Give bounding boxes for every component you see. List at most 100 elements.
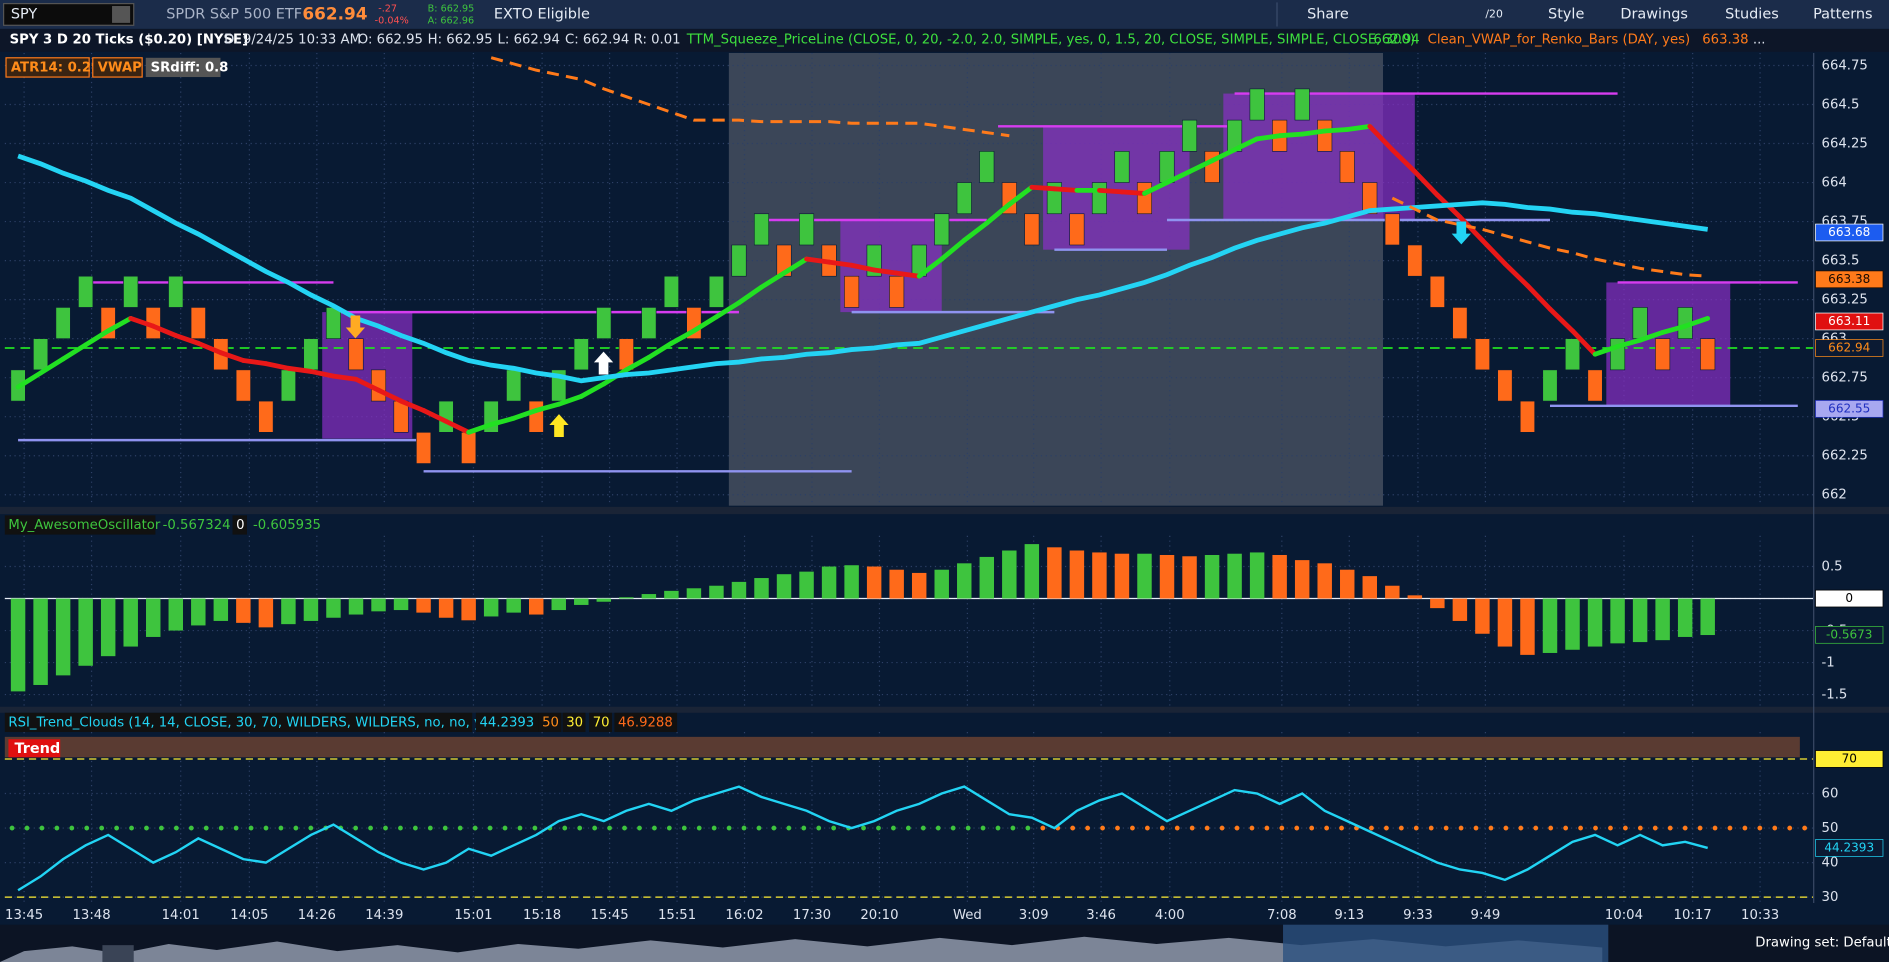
ao-bar bbox=[393, 598, 409, 611]
midline-dot bbox=[129, 825, 134, 831]
ttm-line bbox=[804, 256, 832, 265]
rsi-readout-box bbox=[538, 712, 562, 733]
info-low: L: 662.94 bbox=[498, 33, 560, 48]
midline-dot bbox=[1383, 825, 1389, 831]
ao-bar bbox=[1565, 598, 1580, 650]
style-button[interactable]: Style bbox=[1548, 6, 1584, 22]
y-tick-label: 664.5 bbox=[1822, 97, 1860, 112]
renko-brick bbox=[1249, 88, 1265, 121]
midline-dot bbox=[1174, 825, 1180, 831]
rsi-readout-box bbox=[475, 712, 539, 733]
vwap-badge bbox=[92, 57, 143, 78]
symbol-box[interactable] bbox=[3, 3, 135, 26]
midline-dot bbox=[651, 825, 657, 831]
rsi-readout: 70 bbox=[593, 715, 610, 730]
ao-bar bbox=[1700, 598, 1715, 636]
midline-dot bbox=[9, 825, 15, 831]
ttm-line bbox=[466, 422, 494, 435]
midline-dot bbox=[114, 825, 120, 831]
renko-brick bbox=[123, 275, 139, 308]
renko-brick bbox=[33, 338, 49, 371]
midline-dot bbox=[711, 825, 717, 831]
midline-dot bbox=[39, 825, 45, 831]
midline-dot bbox=[965, 825, 971, 831]
signal-arrow bbox=[345, 315, 366, 339]
ttm-line bbox=[15, 370, 44, 390]
renko-brick bbox=[1294, 88, 1310, 121]
renko-brick bbox=[934, 213, 950, 246]
renko-brick bbox=[1091, 182, 1107, 215]
symbol-dropdown[interactable] bbox=[112, 6, 131, 23]
ao-readout: -0.605935 bbox=[253, 518, 321, 533]
midline-dot bbox=[203, 825, 209, 831]
share-button[interactable]: Share bbox=[1307, 6, 1349, 22]
time-label: 3:46 bbox=[1086, 908, 1116, 923]
ttm-line bbox=[1164, 169, 1192, 185]
midline-dot bbox=[457, 825, 463, 831]
ratio-button[interactable]: /20 bbox=[1485, 7, 1503, 20]
info-high: H: 662.95 bbox=[428, 33, 493, 48]
ttm-line bbox=[1592, 344, 1620, 357]
studies-button[interactable]: Studies bbox=[1725, 6, 1779, 22]
y-tick-label: 60 bbox=[1822, 787, 1839, 802]
midline-dot bbox=[1070, 825, 1076, 831]
midline-dot bbox=[69, 825, 75, 831]
ask: A: 662.96 bbox=[428, 15, 474, 26]
midline-dot bbox=[1533, 825, 1539, 831]
renko-brick bbox=[325, 307, 341, 339]
renko-brick bbox=[506, 369, 522, 402]
midline-dot bbox=[1757, 825, 1763, 831]
ao-bar bbox=[1452, 598, 1468, 621]
ao-bar bbox=[911, 572, 927, 599]
ao-bar bbox=[213, 598, 229, 621]
midline-dot bbox=[1234, 825, 1240, 831]
ao-bar bbox=[78, 598, 93, 666]
navigator-handle[interactable] bbox=[102, 945, 134, 962]
midline-dot bbox=[1100, 825, 1105, 831]
midline-dot bbox=[293, 825, 299, 831]
ttm-line bbox=[1209, 147, 1238, 164]
ttm-line bbox=[691, 314, 719, 334]
midline-dot bbox=[487, 825, 493, 831]
midline-dot bbox=[1742, 825, 1748, 831]
ao-bar bbox=[551, 598, 566, 611]
midline-dot bbox=[681, 825, 687, 831]
more[interactable]: ... bbox=[1753, 33, 1766, 48]
midline-dot bbox=[1518, 825, 1524, 831]
price-tag bbox=[1815, 223, 1884, 242]
patterns-button[interactable]: Patterns bbox=[1813, 6, 1872, 22]
ttm-line bbox=[240, 358, 269, 367]
renko-brick bbox=[280, 369, 296, 402]
renko-brick bbox=[78, 275, 94, 308]
price-tag-label: 662.94 bbox=[1828, 341, 1870, 355]
renko-brick bbox=[731, 244, 747, 277]
price-tag bbox=[1815, 839, 1884, 857]
midline-dot bbox=[1787, 825, 1793, 831]
study-header bbox=[4, 515, 156, 535]
ttm-line bbox=[38, 356, 66, 376]
ttm-line bbox=[1299, 128, 1328, 137]
ttm-line bbox=[871, 267, 900, 276]
drawings-button[interactable]: Drawings bbox=[1620, 6, 1688, 22]
midline-dot bbox=[173, 825, 179, 831]
midline-dot bbox=[24, 825, 30, 831]
midline-dot bbox=[383, 825, 388, 831]
navigator-window[interactable] bbox=[1283, 924, 1609, 962]
renko-brick bbox=[1114, 151, 1130, 183]
time-label: 15:51 bbox=[658, 908, 696, 923]
ao-bar bbox=[1092, 552, 1107, 599]
trend-band bbox=[4, 736, 1800, 758]
ao-bar bbox=[1249, 552, 1265, 599]
renko-brick bbox=[889, 275, 905, 308]
info-range: R: 0.01 bbox=[634, 33, 681, 48]
midline-dot bbox=[427, 825, 433, 831]
ttm-line bbox=[331, 373, 359, 382]
symbol: SPY bbox=[11, 6, 38, 22]
ttm-line bbox=[916, 256, 945, 279]
time-label: 13:48 bbox=[72, 908, 110, 923]
ao-bar bbox=[258, 598, 274, 628]
midline-dot bbox=[891, 825, 896, 831]
rsi-readout: 46.9288 bbox=[618, 715, 673, 730]
midline-dot bbox=[831, 825, 837, 831]
